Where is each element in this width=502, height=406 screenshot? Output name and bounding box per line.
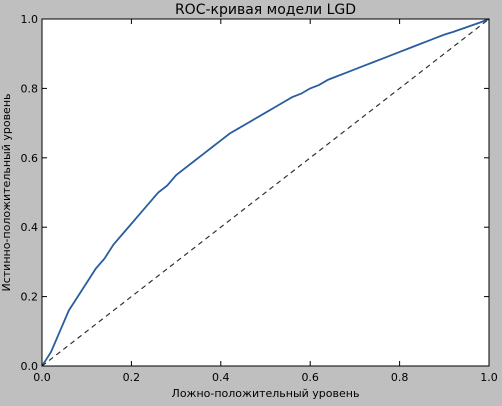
- y-tick-label: 1.0: [21, 13, 39, 26]
- x-tick-label: 1.0: [480, 371, 498, 384]
- y-tick-label: 0.4: [21, 221, 39, 234]
- plot-frame: [41, 18, 490, 367]
- y-tick-label: 0.0: [21, 360, 39, 373]
- y-tick-label: 0.2: [21, 291, 39, 304]
- roc-curve-line: [41, 18, 490, 367]
- x-tick-label: 0.2: [123, 371, 141, 384]
- tick-layer: 0.0 0.2 0.4 0.6 0.8 1.0 0.0 0.2 0.4 0.6 0.8 1.0: [21, 13, 498, 384]
- random-classifier-diagonal-line: [41, 18, 490, 367]
- x-tick-label: 0.4: [212, 371, 230, 384]
- x-tick-label: 0.6: [301, 371, 319, 384]
- x-tick-label: 0.8: [391, 371, 409, 384]
- x-tick-label: 0.0: [33, 371, 51, 384]
- y-axis-label: Истинно-положительный уровень: [0, 93, 13, 291]
- x-axis-label: Ложно-положительный уровень: [172, 387, 360, 400]
- y-tick-label: 0.6: [21, 152, 39, 165]
- series-layer: [41, 18, 490, 367]
- y-tick-label: 0.8: [21, 82, 39, 95]
- chart-title: ROC-кривая модели LGD: [175, 2, 356, 18]
